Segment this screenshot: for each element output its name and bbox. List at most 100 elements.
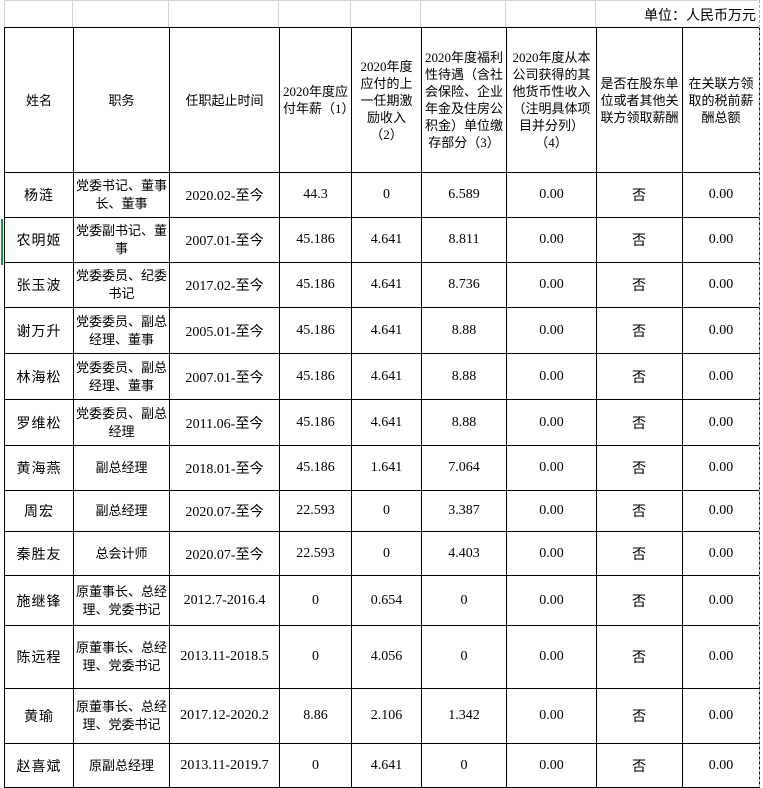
header-cell-welfare[interactable]: 2020年度福利性待遇（含社会保险、企业年金及住房公积金）单位缴存部分（3）	[422, 28, 507, 173]
cell-other[interactable]: 0.00	[507, 689, 597, 744]
header-cell-name[interactable]: 姓名	[5, 28, 74, 173]
cell-position[interactable]: 原董事长、总经理、党委书记	[74, 626, 170, 689]
cell-salary[interactable]: 44.3	[280, 173, 352, 218]
cell-term[interactable]: 2007.01-至今	[170, 354, 280, 400]
cell-welfare[interactable]: 8.736	[422, 263, 507, 308]
cell-welfare[interactable]: 8.88	[422, 354, 507, 400]
cell-other[interactable]: 0.00	[507, 744, 597, 787]
cell-name[interactable]: 黄瑜	[5, 689, 74, 744]
cell-term[interactable]: 2018.01-至今	[170, 446, 280, 491]
cell-other[interactable]: 0.00	[507, 308, 597, 354]
cell-related[interactable]: 否	[597, 576, 683, 626]
cell-related[interactable]: 否	[597, 218, 683, 263]
cell-other[interactable]: 0.00	[507, 446, 597, 491]
cell-position[interactable]: 党委委员、副总经理、董事	[74, 354, 170, 400]
cell-related[interactable]: 否	[597, 744, 683, 787]
cell-position[interactable]: 党委副书记、董事	[74, 218, 170, 263]
cell-term[interactable]: 2017.12-2020.2	[170, 689, 280, 744]
cell-position[interactable]: 副总经理	[74, 446, 170, 491]
cell-name[interactable]: 周宏	[5, 491, 74, 532]
cell-position[interactable]: 党委委员、副总经理	[74, 400, 170, 446]
cell-name[interactable]: 陈远程	[5, 626, 74, 689]
cell-position[interactable]: 党委委员、副总经理、董事	[74, 308, 170, 354]
unit-row-cell[interactable]	[73, 1, 169, 28]
unit-row-cell[interactable]	[279, 1, 351, 28]
cell-related_amount[interactable]: 0.00	[683, 689, 759, 744]
cell-term[interactable]: 2020.07-至今	[170, 491, 280, 532]
cell-other[interactable]: 0.00	[507, 626, 597, 689]
header-cell-term[interactable]: 任职起止时间	[170, 28, 280, 173]
cell-related[interactable]: 否	[597, 446, 683, 491]
cell-salary[interactable]: 0	[280, 744, 352, 787]
cell-salary[interactable]: 45.186	[280, 263, 352, 308]
cell-welfare[interactable]: 0	[422, 626, 507, 689]
cell-related[interactable]: 否	[597, 400, 683, 446]
cell-incentive[interactable]: 2.106	[352, 689, 422, 744]
cell-related_amount[interactable]: 0.00	[683, 308, 759, 354]
header-cell-incentive[interactable]: 2020年度应付的上一任期激励收入（2）	[352, 28, 422, 173]
cell-salary[interactable]: 45.186	[280, 218, 352, 263]
cell-related_amount[interactable]: 0.00	[683, 263, 759, 308]
cell-position[interactable]: 原董事长、总经理、党委书记	[74, 576, 170, 626]
cell-name[interactable]: 谢万升	[5, 308, 74, 354]
cell-salary[interactable]: 45.186	[280, 446, 352, 491]
cell-other[interactable]: 0.00	[507, 173, 597, 218]
cell-name[interactable]: 杨涟	[5, 173, 74, 218]
cell-other[interactable]: 0.00	[507, 354, 597, 400]
cell-salary[interactable]: 22.593	[280, 491, 352, 532]
cell-welfare[interactable]: 7.064	[422, 446, 507, 491]
cell-term[interactable]: 2007.01-至今	[170, 218, 280, 263]
cell-position[interactable]: 党委书记、董事长、董事	[74, 173, 170, 218]
cell-incentive[interactable]: 4.056	[352, 626, 422, 689]
cell-related[interactable]: 否	[597, 308, 683, 354]
cell-related_amount[interactable]: 0.00	[683, 173, 759, 218]
header-cell-related[interactable]: 是否在股东单位或者其他关联方领取薪酬	[597, 28, 683, 173]
cell-incentive[interactable]: 0	[352, 173, 422, 218]
cell-name[interactable]: 赵喜斌	[5, 744, 74, 787]
cell-salary[interactable]: 0	[280, 626, 352, 689]
cell-related_amount[interactable]: 0.00	[683, 491, 759, 532]
cell-name[interactable]: 罗维松	[5, 400, 74, 446]
unit-row-cell[interactable]	[4, 1, 73, 28]
cell-term[interactable]: 2011.06-至今	[170, 400, 280, 446]
cell-related[interactable]: 否	[597, 173, 683, 218]
cell-position[interactable]: 总会计师	[74, 532, 170, 576]
cell-other[interactable]: 0.00	[507, 218, 597, 263]
header-cell-related_amount[interactable]: 在关联方领取的税前薪酬总额	[683, 28, 759, 173]
cell-term[interactable]: 2013.11-2018.5	[170, 626, 280, 689]
cell-related_amount[interactable]: 0.00	[683, 446, 759, 491]
cell-incentive[interactable]: 0	[352, 491, 422, 532]
cell-position[interactable]: 副总经理	[74, 491, 170, 532]
cell-incentive[interactable]: 4.641	[352, 744, 422, 787]
cell-name[interactable]: 农明姬	[5, 218, 74, 263]
cell-related[interactable]: 否	[597, 626, 683, 689]
cell-incentive[interactable]: 4.641	[352, 308, 422, 354]
cell-related_amount[interactable]: 0.00	[683, 354, 759, 400]
cell-related[interactable]: 否	[597, 689, 683, 744]
cell-term[interactable]: 2020.07-至今	[170, 532, 280, 576]
cell-related_amount[interactable]: 0.00	[683, 576, 759, 626]
cell-incentive[interactable]: 4.641	[352, 263, 422, 308]
unit-row-cell[interactable]	[421, 1, 506, 28]
cell-welfare[interactable]: 0	[422, 744, 507, 787]
cell-related[interactable]: 否	[597, 491, 683, 532]
cell-incentive[interactable]: 0.654	[352, 576, 422, 626]
unit-row-cell[interactable]	[506, 1, 596, 28]
cell-welfare[interactable]: 8.88	[422, 308, 507, 354]
cell-other[interactable]: 0.00	[507, 532, 597, 576]
cell-salary[interactable]: 45.186	[280, 308, 352, 354]
cell-term[interactable]: 2005.01-至今	[170, 308, 280, 354]
cell-term[interactable]: 2012.7-2016.4	[170, 576, 280, 626]
cell-name[interactable]: 施继锋	[5, 576, 74, 626]
cell-welfare[interactable]: 1.342	[422, 689, 507, 744]
cell-incentive[interactable]: 0	[352, 532, 422, 576]
unit-row-cell[interactable]	[169, 1, 279, 28]
cell-welfare[interactable]: 3.387	[422, 491, 507, 532]
cell-welfare[interactable]: 8.88	[422, 400, 507, 446]
cell-name[interactable]: 秦胜友	[5, 532, 74, 576]
header-cell-salary[interactable]: 2020年度应付年薪（1）	[280, 28, 352, 173]
unit-row-cell[interactable]	[351, 1, 421, 28]
cell-welfare[interactable]: 6.589	[422, 173, 507, 218]
cell-position[interactable]: 党委委员、纪委书记	[74, 263, 170, 308]
cell-related_amount[interactable]: 0.00	[683, 218, 759, 263]
